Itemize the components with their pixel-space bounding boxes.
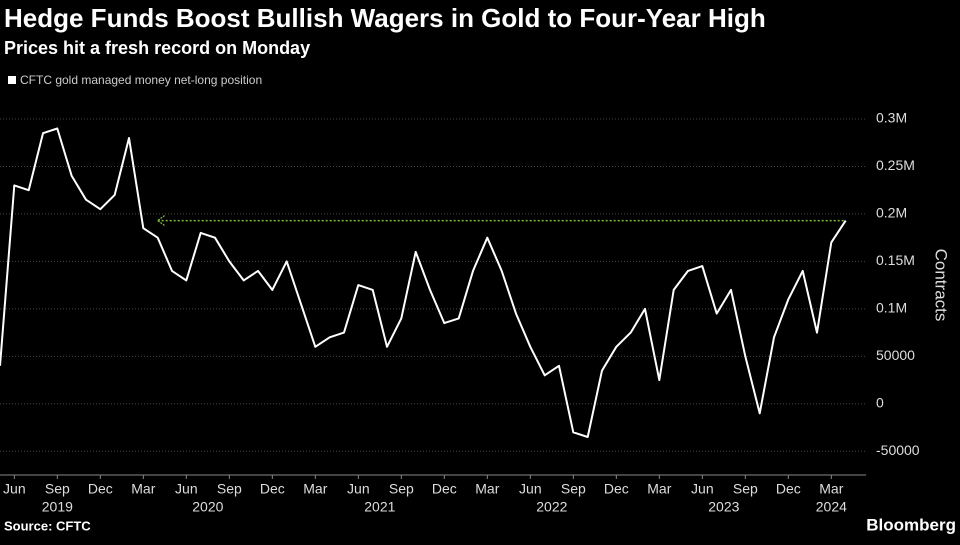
y-tick-label: 0.15M [876,252,915,268]
data-line [0,127,847,438]
y-tick-label: 50000 [876,347,915,363]
year-label: 2019 [42,499,73,515]
x-tick-label: Mar [303,481,327,497]
year-label: 2021 [364,499,395,515]
chart-title: Hedge Funds Boost Bullish Wagers in Gold… [4,3,766,33]
y-tick-label: 0.2M [876,205,907,221]
x-tick-label: Dec [604,481,629,497]
year-label: 2022 [536,499,567,515]
x-tick-label: Jun [175,481,198,497]
x-tick-label: Mar [131,481,155,497]
x-tick-label: Jun [691,481,714,497]
y-axis-label: Contracts [932,249,951,322]
x-tick-label: Sep [45,481,70,497]
year-label: 2024 [816,499,847,515]
x-tick-label: Sep [561,481,586,497]
year-label: 2020 [192,499,223,515]
x-tick-label: Mar [475,481,499,497]
x-tick-label: Sep [733,481,758,497]
legend-label: CFTC gold managed money net-long positio… [20,73,262,87]
x-tick-label: Jun [347,481,370,497]
y-tick-label: 0 [876,395,884,411]
x-tick-label: Sep [217,481,242,497]
x-tick-label: Jun [519,481,542,497]
source: Source: CFTC [4,518,91,533]
x-tick-label: Mar [647,481,671,497]
legend-swatch [8,76,16,84]
y-tick-label: -50000 [876,442,920,458]
year-label: 2023 [708,499,739,515]
y-tick-label: 0.25M [876,157,915,173]
y-tick-label: 0.1M [876,300,907,316]
x-tick-label: Dec [776,481,801,497]
x-tick-label: Mar [819,481,843,497]
x-tick-label: Dec [432,481,457,497]
chart-subtitle: Prices hit a fresh record on Monday [4,38,310,58]
y-tick-label: 0.3M [876,110,907,126]
x-tick-label: Sep [389,481,414,497]
x-tick-label: Dec [260,481,285,497]
x-tick-label: Jun [3,481,26,497]
x-tick-label: Dec [88,481,113,497]
brand: Bloomberg [866,515,956,534]
